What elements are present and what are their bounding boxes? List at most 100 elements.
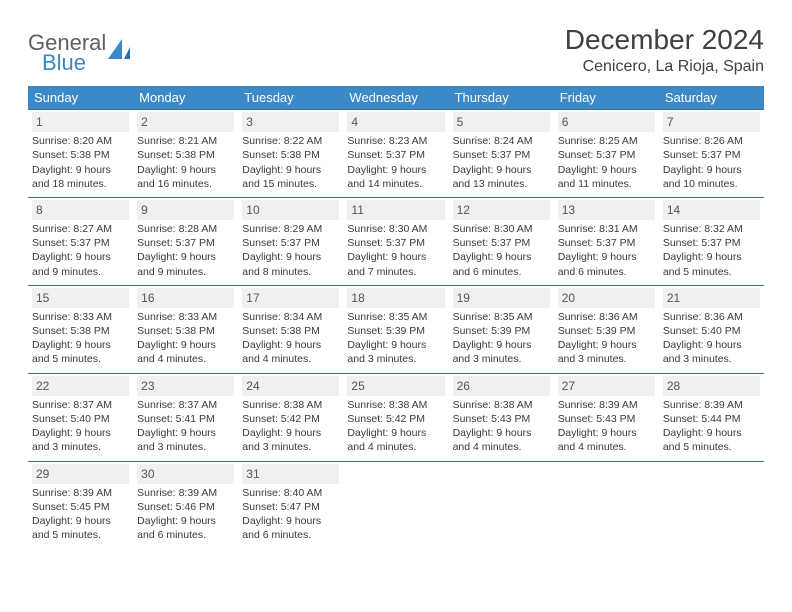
calendar-cell: 7Sunrise: 8:26 AMSunset: 5:37 PMDaylight… — [659, 110, 764, 198]
day-cell: 13Sunrise: 8:31 AMSunset: 5:37 PMDayligh… — [554, 198, 659, 285]
dow-wednesday: Wednesday — [343, 86, 448, 110]
day-number: 22 — [32, 376, 129, 396]
daylight-line: Daylight: 9 hours and 14 minutes. — [347, 163, 444, 191]
calendar-cell: 2Sunrise: 8:21 AMSunset: 5:38 PMDaylight… — [133, 110, 238, 198]
sunrise-line: Sunrise: 8:22 AM — [242, 134, 339, 148]
sunrise-line: Sunrise: 8:21 AM — [137, 134, 234, 148]
daylight-line: Daylight: 9 hours and 3 minutes. — [242, 426, 339, 454]
day-cell: 11Sunrise: 8:30 AMSunset: 5:37 PMDayligh… — [343, 198, 448, 285]
sunset-line: Sunset: 5:42 PM — [347, 412, 444, 426]
day-cell: 4Sunrise: 8:23 AMSunset: 5:37 PMDaylight… — [343, 110, 448, 197]
sunrise-line: Sunrise: 8:36 AM — [558, 310, 655, 324]
daylight-line: Daylight: 9 hours and 6 minutes. — [137, 514, 234, 542]
calendar-cell — [343, 461, 448, 548]
sunrise-line: Sunrise: 8:28 AM — [137, 222, 234, 236]
day-cell: 30Sunrise: 8:39 AMSunset: 5:46 PMDayligh… — [133, 462, 238, 549]
day-cell: 3Sunrise: 8:22 AMSunset: 5:38 PMDaylight… — [238, 110, 343, 197]
calendar-cell: 27Sunrise: 8:39 AMSunset: 5:43 PMDayligh… — [554, 373, 659, 461]
day-cell: 1Sunrise: 8:20 AMSunset: 5:38 PMDaylight… — [28, 110, 133, 197]
sunrise-line: Sunrise: 8:35 AM — [453, 310, 550, 324]
day-cell: 16Sunrise: 8:33 AMSunset: 5:38 PMDayligh… — [133, 286, 238, 373]
sunrise-line: Sunrise: 8:34 AM — [242, 310, 339, 324]
day-number: 25 — [347, 376, 444, 396]
day-cell: 29Sunrise: 8:39 AMSunset: 5:45 PMDayligh… — [28, 462, 133, 549]
daylight-line: Daylight: 9 hours and 3 minutes. — [453, 338, 550, 366]
sunrise-line: Sunrise: 8:35 AM — [347, 310, 444, 324]
page-header: General Blue December 2024 Cenicero, La … — [28, 24, 764, 76]
daylight-line: Daylight: 9 hours and 4 minutes. — [137, 338, 234, 366]
calendar-cell: 1Sunrise: 8:20 AMSunset: 5:38 PMDaylight… — [28, 110, 133, 198]
sunset-line: Sunset: 5:37 PM — [137, 236, 234, 250]
day-number: 11 — [347, 200, 444, 220]
daylight-line: Daylight: 9 hours and 4 minutes. — [558, 426, 655, 454]
sunset-line: Sunset: 5:37 PM — [663, 236, 760, 250]
sunrise-line: Sunrise: 8:23 AM — [347, 134, 444, 148]
day-number: 18 — [347, 288, 444, 308]
day-cell: 24Sunrise: 8:38 AMSunset: 5:42 PMDayligh… — [238, 374, 343, 461]
sunrise-line: Sunrise: 8:33 AM — [32, 310, 129, 324]
daylight-line: Daylight: 9 hours and 18 minutes. — [32, 163, 129, 191]
sunrise-line: Sunrise: 8:26 AM — [663, 134, 760, 148]
daylight-line: Daylight: 9 hours and 6 minutes. — [558, 250, 655, 278]
sunset-line: Sunset: 5:40 PM — [32, 412, 129, 426]
daylight-line: Daylight: 9 hours and 4 minutes. — [347, 426, 444, 454]
day-cell: 15Sunrise: 8:33 AMSunset: 5:38 PMDayligh… — [28, 286, 133, 373]
sunrise-line: Sunrise: 8:27 AM — [32, 222, 129, 236]
empty-cell — [659, 462, 764, 540]
sunrise-line: Sunrise: 8:24 AM — [453, 134, 550, 148]
day-number: 19 — [453, 288, 550, 308]
day-cell: 12Sunrise: 8:30 AMSunset: 5:37 PMDayligh… — [449, 198, 554, 285]
sunrise-line: Sunrise: 8:38 AM — [242, 398, 339, 412]
daylight-line: Daylight: 9 hours and 6 minutes. — [453, 250, 550, 278]
day-number: 16 — [137, 288, 234, 308]
sunrise-line: Sunrise: 8:36 AM — [663, 310, 760, 324]
day-number: 17 — [242, 288, 339, 308]
empty-cell — [449, 462, 554, 540]
daylight-line: Daylight: 9 hours and 13 minutes. — [453, 163, 550, 191]
calendar-cell: 31Sunrise: 8:40 AMSunset: 5:47 PMDayligh… — [238, 461, 343, 548]
sunset-line: Sunset: 5:37 PM — [32, 236, 129, 250]
calendar-body: 1Sunrise: 8:20 AMSunset: 5:38 PMDaylight… — [28, 110, 764, 549]
sunrise-line: Sunrise: 8:31 AM — [558, 222, 655, 236]
sunset-line: Sunset: 5:38 PM — [242, 148, 339, 162]
calendar-cell: 15Sunrise: 8:33 AMSunset: 5:38 PMDayligh… — [28, 285, 133, 373]
sunrise-line: Sunrise: 8:39 AM — [32, 486, 129, 500]
calendar-cell: 12Sunrise: 8:30 AMSunset: 5:37 PMDayligh… — [449, 197, 554, 285]
day-number: 12 — [453, 200, 550, 220]
calendar-cell: 9Sunrise: 8:28 AMSunset: 5:37 PMDaylight… — [133, 197, 238, 285]
daylight-line: Daylight: 9 hours and 3 minutes. — [663, 338, 760, 366]
daylight-line: Daylight: 9 hours and 5 minutes. — [32, 338, 129, 366]
sunset-line: Sunset: 5:40 PM — [663, 324, 760, 338]
daylight-line: Daylight: 9 hours and 6 minutes. — [242, 514, 339, 542]
day-number: 27 — [558, 376, 655, 396]
day-cell: 25Sunrise: 8:38 AMSunset: 5:42 PMDayligh… — [343, 374, 448, 461]
title-block: December 2024 Cenicero, La Rioja, Spain — [565, 24, 764, 76]
day-number: 2 — [137, 112, 234, 132]
calendar-cell: 4Sunrise: 8:23 AMSunset: 5:37 PMDaylight… — [343, 110, 448, 198]
sunset-line: Sunset: 5:41 PM — [137, 412, 234, 426]
sunrise-line: Sunrise: 8:40 AM — [242, 486, 339, 500]
day-number: 10 — [242, 200, 339, 220]
sunset-line: Sunset: 5:43 PM — [558, 412, 655, 426]
sunrise-line: Sunrise: 8:37 AM — [137, 398, 234, 412]
daylight-line: Daylight: 9 hours and 9 minutes. — [32, 250, 129, 278]
day-cell: 2Sunrise: 8:21 AMSunset: 5:38 PMDaylight… — [133, 110, 238, 197]
calendar-cell: 13Sunrise: 8:31 AMSunset: 5:37 PMDayligh… — [554, 197, 659, 285]
calendar-cell: 10Sunrise: 8:29 AMSunset: 5:37 PMDayligh… — [238, 197, 343, 285]
daylight-line: Daylight: 9 hours and 3 minutes. — [32, 426, 129, 454]
day-number: 9 — [137, 200, 234, 220]
sunset-line: Sunset: 5:43 PM — [453, 412, 550, 426]
calendar-cell: 24Sunrise: 8:38 AMSunset: 5:42 PMDayligh… — [238, 373, 343, 461]
day-cell: 7Sunrise: 8:26 AMSunset: 5:37 PMDaylight… — [659, 110, 764, 197]
sunrise-line: Sunrise: 8:30 AM — [453, 222, 550, 236]
calendar-cell: 30Sunrise: 8:39 AMSunset: 5:46 PMDayligh… — [133, 461, 238, 548]
sunrise-line: Sunrise: 8:37 AM — [32, 398, 129, 412]
calendar-cell — [554, 461, 659, 548]
sunset-line: Sunset: 5:42 PM — [242, 412, 339, 426]
daylight-line: Daylight: 9 hours and 3 minutes. — [558, 338, 655, 366]
sail-icon — [104, 35, 134, 65]
sunset-line: Sunset: 5:38 PM — [137, 324, 234, 338]
daylight-line: Daylight: 9 hours and 15 minutes. — [242, 163, 339, 191]
dow-monday: Monday — [133, 86, 238, 110]
sunset-line: Sunset: 5:38 PM — [137, 148, 234, 162]
